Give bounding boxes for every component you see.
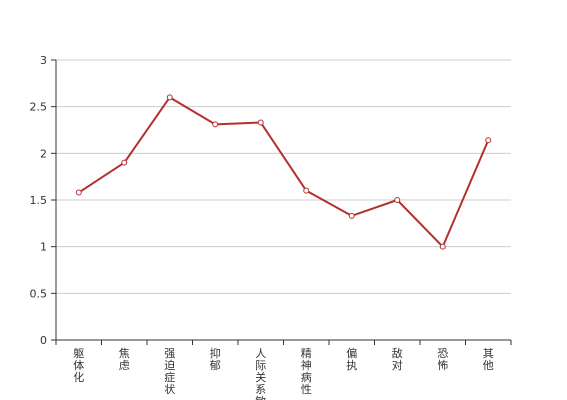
x-tick-label: 敌对 (392, 346, 403, 372)
x-tick-label: 强迫症状 (164, 347, 175, 396)
y-tick-label: 1 (40, 241, 47, 254)
x-tick-label: 抑郁 (210, 346, 221, 372)
x-tick-label: 焦虑 (119, 347, 130, 372)
x-tick-label: 其他 (483, 347, 494, 372)
data-point[interactable] (212, 121, 219, 128)
data-point[interactable] (485, 137, 492, 144)
data-point[interactable] (303, 187, 310, 194)
x-tick-label: 躯体化 (73, 347, 84, 384)
x-tick-label: 恐怖 (437, 347, 448, 372)
data-point[interactable] (75, 189, 82, 196)
y-tick-label: 0.5 (30, 287, 48, 300)
grid-lines (56, 59, 511, 294)
x-tick-label: 精神病性 (301, 347, 312, 396)
y-tick-label: 3 (40, 54, 47, 67)
data-point[interactable] (439, 243, 446, 250)
data-point[interactable] (121, 159, 128, 166)
axes (51, 59, 512, 345)
y-axis-tick-labels: 0 0.5 1 1.5 2 2.5 3 (30, 54, 48, 347)
x-tick-label: 偏执 (346, 346, 357, 372)
data-points (75, 94, 492, 250)
y-tick-label: 1.5 (30, 194, 48, 207)
data-point[interactable] (166, 94, 173, 101)
series-line (78, 96, 490, 248)
data-point[interactable] (348, 212, 355, 219)
x-axis-tick-labels: 躯体化 焦虑 强迫症状 抑郁 人际关系敏感 精神病性 偏执 敌对 恐怖 其他 (73, 346, 494, 400)
y-tick-label: 0 (40, 334, 47, 347)
y-tick-label: 2 (40, 147, 47, 160)
x-tick-label: 人际关系敏感 (255, 347, 266, 400)
y-tick-label: 2.5 (30, 101, 48, 114)
data-point[interactable] (257, 119, 264, 126)
series-polyline (78, 96, 490, 248)
data-point[interactable] (394, 197, 401, 203)
